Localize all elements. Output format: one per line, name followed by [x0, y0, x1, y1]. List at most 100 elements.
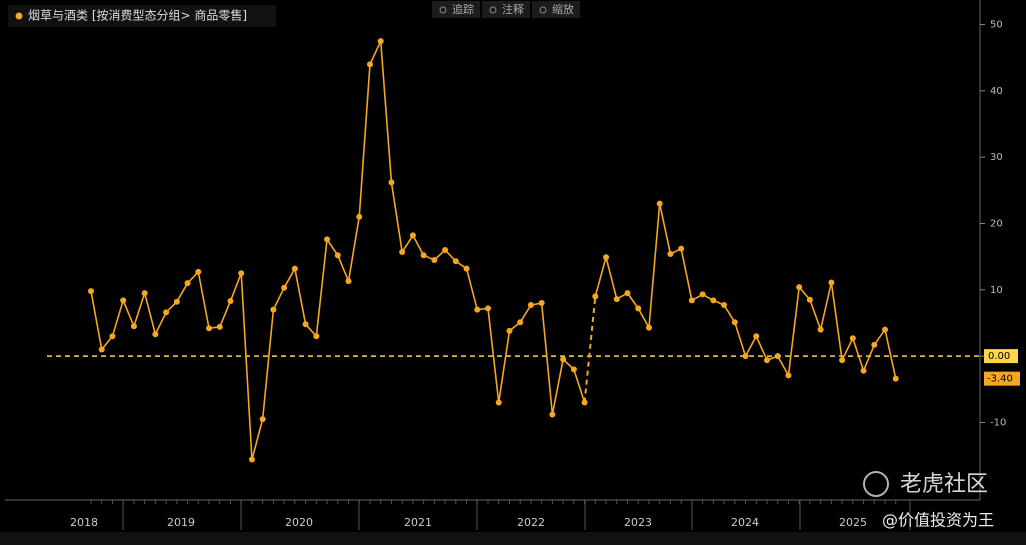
watermark: @价值投资为王 [882, 511, 994, 530]
toolbar-button[interactable] [532, 1, 580, 18]
data-point [227, 298, 234, 305]
data-point [452, 258, 459, 265]
data-point [495, 399, 502, 406]
data-point [152, 331, 159, 338]
x-group-label: 2022 [517, 516, 545, 529]
data-point [603, 254, 610, 261]
data-point [163, 309, 170, 316]
toolbar-button[interactable] [432, 1, 480, 18]
data-point [409, 232, 416, 239]
data-point [195, 268, 202, 275]
data-point [517, 319, 524, 326]
data-point [624, 290, 631, 297]
toolbar-icon [489, 6, 497, 14]
data-point [871, 341, 878, 348]
toolbar-button[interactable] [482, 1, 530, 18]
data-point [688, 297, 695, 304]
data-point [130, 323, 137, 330]
legend-text: 烟草与酒类 [按消费型态分组> 商品零售] [28, 8, 247, 23]
data-point [399, 248, 406, 255]
ref-label-box [984, 349, 1018, 364]
data-point [796, 284, 803, 291]
data-point [281, 284, 288, 291]
data-point [592, 293, 599, 300]
data-point [120, 297, 127, 304]
x-group-label: 2024 [731, 516, 759, 529]
data-point [667, 250, 674, 257]
data-point [849, 335, 856, 342]
footer-bar [0, 532, 1026, 545]
data-point [442, 247, 449, 253]
data-point [141, 290, 148, 297]
x-group-label: 2020 [285, 516, 313, 529]
data-point [270, 306, 277, 313]
data-point [570, 366, 577, 373]
data-point [839, 357, 846, 364]
data-point [699, 291, 706, 298]
data-point [206, 325, 213, 332]
data-point [753, 333, 760, 340]
data-point [184, 280, 191, 287]
watermark: 老虎社区 [900, 472, 988, 497]
toolbar-label[interactable]: 缩放 [552, 2, 574, 16]
data-point [109, 333, 116, 340]
data-point [248, 456, 255, 463]
data-point [721, 302, 728, 309]
data-point [377, 38, 384, 45]
data-point [313, 333, 320, 340]
data-point [474, 306, 481, 313]
data-point [817, 326, 824, 333]
x-group-label: 2023 [624, 516, 652, 529]
data-point [678, 245, 685, 252]
x-group-label: 2021 [404, 516, 432, 529]
data-point [388, 179, 395, 186]
data-point [731, 319, 738, 326]
data-point [613, 296, 620, 303]
x-group-label: 2025 [839, 516, 867, 529]
data-point [892, 375, 899, 382]
data-point [710, 297, 717, 304]
data-point [656, 200, 663, 207]
data-point [538, 300, 545, 307]
data-point [828, 279, 835, 286]
data-point [763, 357, 770, 364]
toolbar-icon [539, 6, 547, 14]
toolbar-label[interactable]: 注释 [502, 2, 524, 16]
x-group-label: 2018 [70, 516, 98, 529]
data-point [420, 252, 427, 259]
data-point [173, 298, 180, 305]
x-group-label: 2019 [167, 516, 195, 529]
data-point [238, 270, 245, 277]
data-point [463, 265, 470, 272]
data-point [88, 288, 94, 295]
data-point [785, 372, 792, 379]
data-point [560, 356, 567, 363]
ref-label: 0.00 [988, 351, 1010, 362]
y-tick-label: 10 [990, 285, 1003, 296]
toolbar-label[interactable]: 追踪 [452, 2, 474, 16]
data-point [774, 353, 781, 360]
y-tick-label: 20 [990, 218, 1003, 229]
data-point [882, 326, 889, 333]
data-point [259, 416, 266, 423]
data-point [302, 321, 309, 328]
data-point [334, 252, 341, 259]
data-point [506, 327, 513, 334]
data-point [431, 256, 438, 263]
data-point [216, 323, 223, 330]
value-label: -3.40 [987, 374, 1013, 385]
data-point [291, 265, 298, 272]
data-point [806, 296, 813, 303]
data-point [98, 346, 105, 353]
value-label-box [984, 371, 1020, 386]
legend-box [8, 5, 276, 27]
watermark-icon [863, 471, 889, 497]
y-tick-label: 50 [990, 20, 1003, 31]
data-point [366, 61, 373, 68]
data-point [635, 305, 642, 312]
data-point [324, 236, 331, 243]
y-tick-label: -10 [990, 417, 1006, 428]
